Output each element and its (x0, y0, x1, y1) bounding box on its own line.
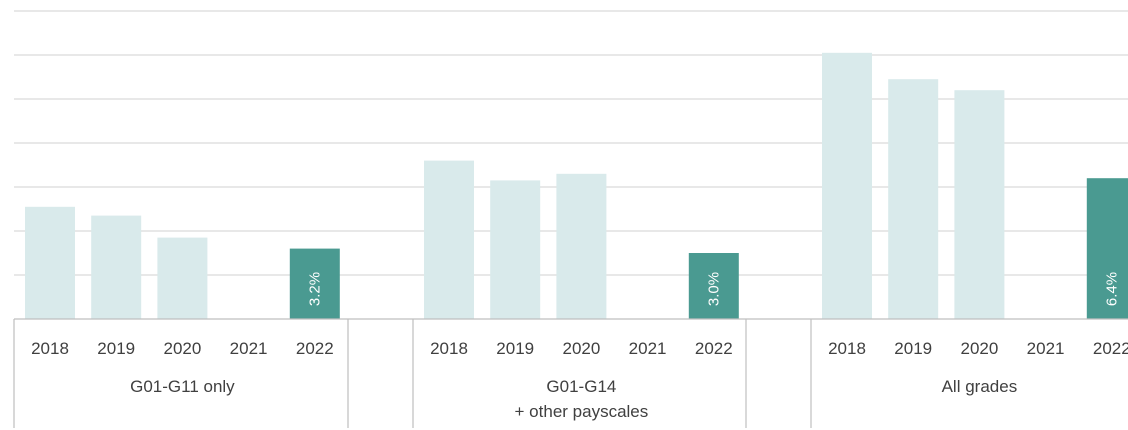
x-tick-label: 2019 (894, 339, 932, 358)
group-sublabel: + other payscales (515, 402, 649, 421)
bar-1-2022 (688, 253, 739, 319)
data-label: 6.4% (1103, 272, 1120, 306)
x-tick-label: 2021 (230, 339, 268, 358)
group-label: G01-G11 only (130, 377, 235, 396)
x-tick-label: 2022 (296, 339, 334, 358)
x-tick-label: 2018 (31, 339, 69, 358)
x-tick-label: 2022 (1093, 339, 1128, 358)
bar-0-2018 (25, 206, 75, 319)
bar-1-2018 (424, 160, 474, 319)
data-label: 3.0% (705, 272, 722, 306)
x-tick-label: 2020 (163, 339, 201, 358)
x-tick-label: 2019 (496, 339, 534, 358)
bar-0-2020 (157, 237, 208, 319)
x-tick-label: 2022 (695, 339, 733, 358)
x-tick-label: 2018 (430, 339, 468, 358)
bar-1-2019 (490, 180, 541, 319)
bar-2-2019 (888, 79, 939, 319)
bar-2-2020 (954, 90, 1005, 319)
x-tick-label: 2018 (828, 339, 866, 358)
x-tick-label: 2020 (562, 339, 600, 358)
group-label: All grades (942, 377, 1018, 396)
bar-2-2018 (822, 52, 872, 320)
bar-0-2019 (91, 215, 142, 319)
x-tick-label: 2021 (1027, 339, 1065, 358)
group-label: G01-G14 (546, 377, 616, 396)
bar-2-2022 (1086, 178, 1128, 319)
x-tick-label: 2019 (97, 339, 135, 358)
bars: 3.2% 3.0% 6.4% (25, 52, 1128, 320)
bar-0-2022 (289, 248, 340, 319)
category-axis: 2018 2019 2020 2021 2022 G01-G11 only 2018 2019… (13, 318, 1128, 428)
data-label: 3.2% (306, 272, 323, 306)
x-tick-label: 2021 (629, 339, 667, 358)
x-tick-label: 2020 (960, 339, 998, 358)
bar-1-2020 (556, 173, 607, 319)
